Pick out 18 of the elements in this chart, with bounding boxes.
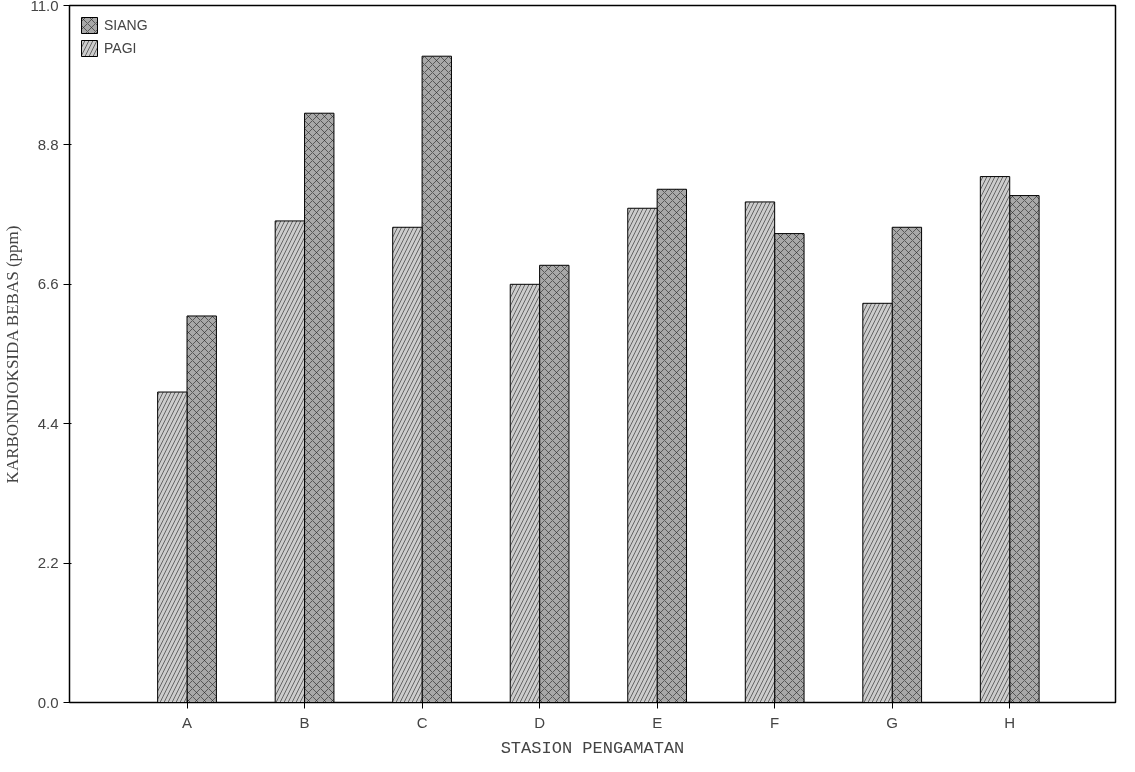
- x-tick-label: G: [886, 713, 899, 731]
- y-tick-label: 2.2: [37, 554, 59, 572]
- legend-label: PAGI: [104, 40, 137, 56]
- y-tick-label: 6.6: [37, 275, 59, 293]
- y-tick-label: 0.0: [37, 693, 59, 711]
- x-tick-label: C: [416, 713, 428, 731]
- x-tick-label: E: [652, 713, 663, 731]
- x-tick-label: F: [770, 713, 780, 731]
- x-tick-label: H: [1004, 713, 1016, 731]
- x-axis-title: STASION PENGAMATAN: [500, 738, 685, 758]
- x-tick-label: D: [534, 713, 546, 731]
- y-tick-label: 4.4: [37, 414, 59, 432]
- x-tick-label: A: [182, 713, 193, 731]
- y-axis-title: KARBONDIOKSIDA BEBAS (ppm): [3, 225, 23, 484]
- y-tick-label: 8.8: [37, 135, 59, 153]
- legend-label: SIANG: [104, 17, 148, 33]
- y-tick-label: 11.0: [30, 0, 59, 14]
- x-tick-label: B: [299, 713, 310, 731]
